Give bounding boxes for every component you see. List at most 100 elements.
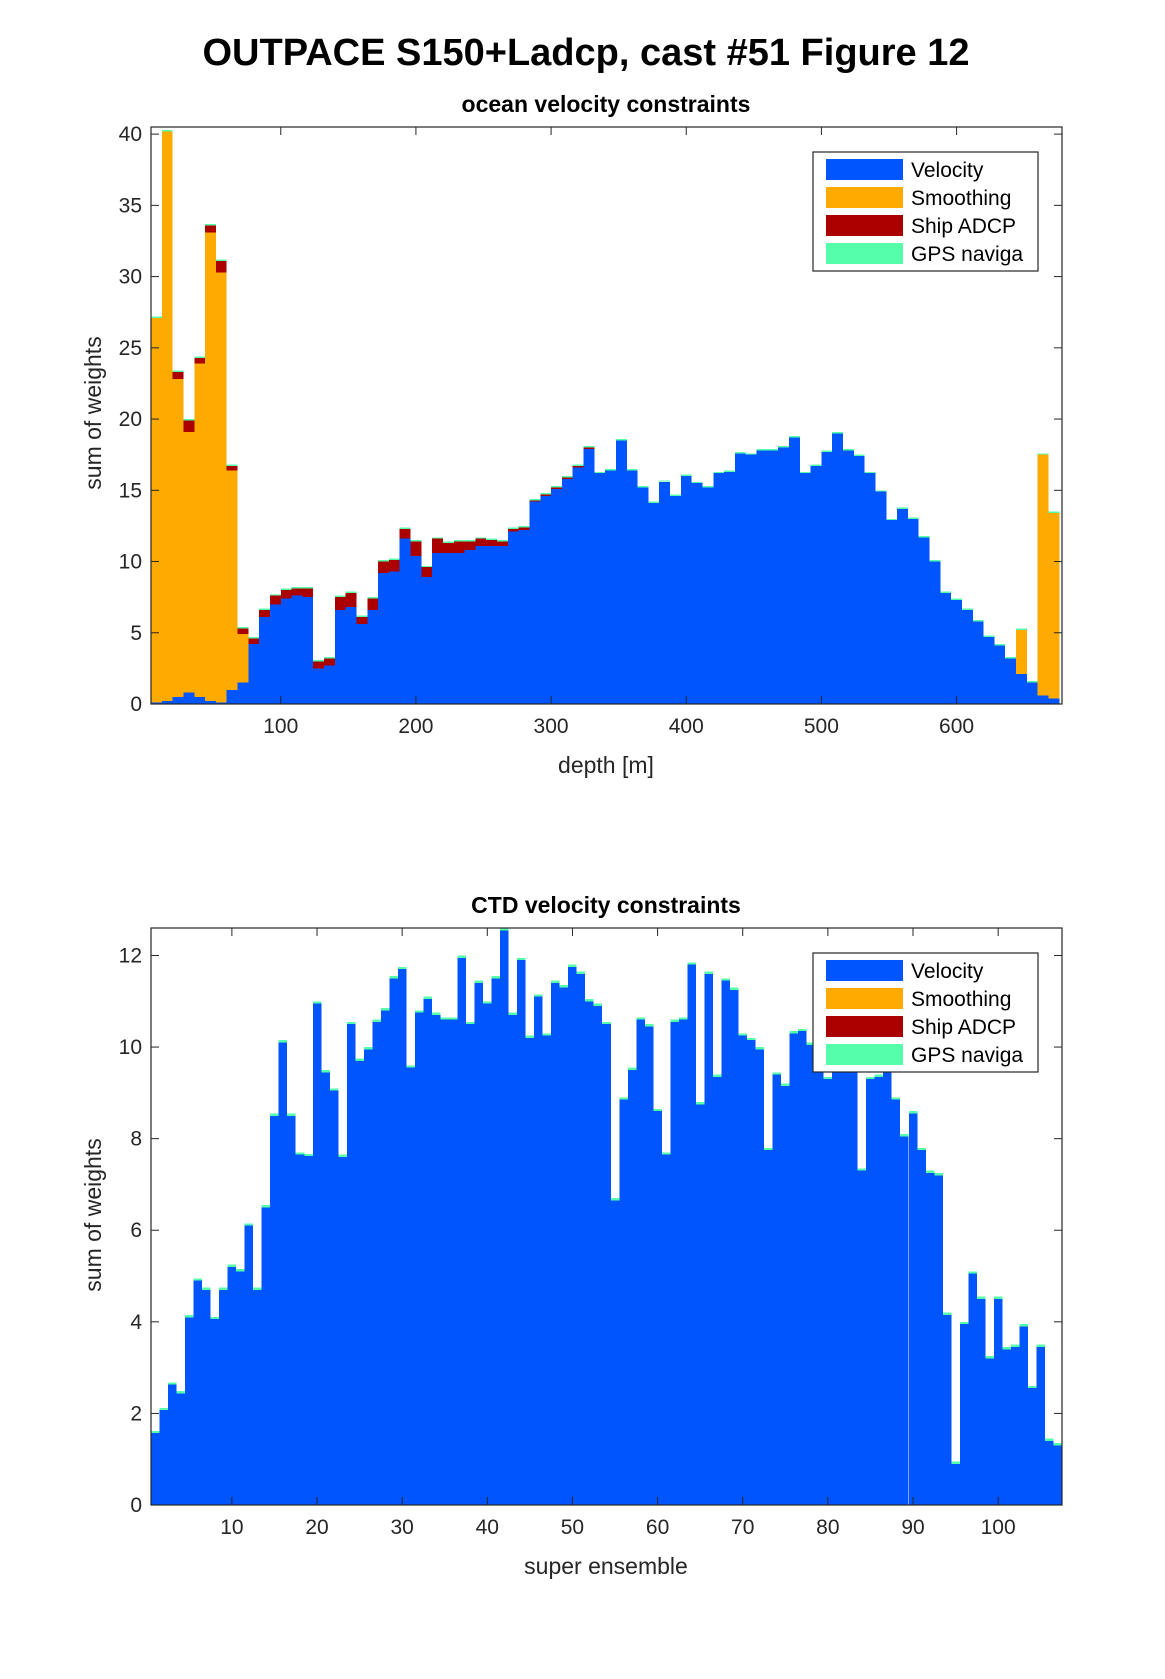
- bar-velocity: [442, 552, 454, 704]
- bar-velocity: [210, 1319, 220, 1505]
- bar-velocity: [843, 450, 854, 704]
- bar-gps-naviga: [406, 1065, 415, 1068]
- x-tick-label: 10: [220, 1516, 243, 1539]
- bar-velocity: [302, 597, 314, 704]
- bar-gps-naviga: [929, 560, 941, 562]
- legend-swatch-smoothing: [826, 187, 903, 208]
- bar-gps-naviga: [248, 637, 260, 639]
- bar-gps-naviga: [321, 1069, 330, 1073]
- bar-velocity: [491, 978, 501, 1505]
- y-tick-label: 20: [119, 408, 142, 431]
- bar-gps-naviga: [940, 591, 952, 593]
- bar-velocity: [619, 1099, 628, 1505]
- bar-velocity: [518, 530, 530, 704]
- bar-gps-naviga: [583, 446, 595, 448]
- y-axis-label: sum of weights: [80, 1138, 106, 1291]
- bar-velocity: [815, 987, 824, 1505]
- bar-velocity: [185, 1317, 194, 1505]
- bar-gps-naviga: [259, 608, 270, 610]
- bar-gps-naviga: [572, 464, 584, 467]
- bar-velocity: [576, 973, 586, 1505]
- bar-velocity: [151, 702, 162, 704]
- bar-gps-naviga: [194, 356, 206, 358]
- bar-gps-naviga: [576, 971, 586, 974]
- bar-gps-naviga: [483, 1001, 492, 1004]
- bar-velocity: [414, 1012, 424, 1505]
- bar-gps-naviga: [891, 1097, 901, 1100]
- bar-gps-naviga: [287, 1113, 296, 1116]
- bar-velocity: [517, 960, 526, 1505]
- bar-velocity: [942, 1314, 952, 1505]
- bar-ship-adcp: [194, 357, 206, 364]
- bar-gps-naviga: [491, 976, 501, 979]
- bar-velocity: [874, 1076, 884, 1505]
- bar-gps-naviga: [372, 1019, 381, 1022]
- bar-gps-naviga: [864, 471, 876, 474]
- bar-gps-naviga: [695, 1102, 705, 1105]
- bar-gps-naviga: [907, 517, 919, 519]
- bar-gps-naviga: [745, 453, 757, 455]
- legend-label-ship-adcp: Ship ADCP: [911, 1016, 1016, 1039]
- bar-velocity: [798, 1031, 807, 1505]
- bar-velocity: [194, 696, 206, 704]
- ticks-layer: 100 200 300 400 500 600 0 5 10 15 20 25 30 35 40: [119, 123, 1062, 738]
- bar-velocity: [406, 1067, 415, 1505]
- bar-gps-naviga: [853, 454, 865, 457]
- bar-gps-naviga: [334, 595, 346, 598]
- bar-velocity: [883, 1069, 892, 1505]
- bar-velocity: [338, 1156, 347, 1505]
- bar-ship-adcp: [551, 487, 562, 489]
- bar-velocity: [561, 478, 573, 704]
- bar-velocity: [738, 1035, 747, 1505]
- bar-gps-naviga: [823, 1076, 833, 1080]
- bar-ship-adcp: [507, 528, 519, 532]
- bar-velocity: [215, 702, 227, 704]
- bar-velocity: [680, 476, 692, 704]
- bar-gps-naviga: [205, 223, 216, 226]
- bar-gps-naviga: [594, 471, 606, 474]
- bar-ship-adcp: [345, 592, 357, 608]
- bar-gps-naviga: [1027, 1385, 1037, 1389]
- x-tick-label: 40: [476, 1516, 499, 1539]
- bar-velocity: [832, 433, 844, 704]
- y-tick-label: 4: [130, 1311, 142, 1334]
- bar-ship-adcp: [269, 595, 281, 605]
- bar-gps-naviga: [789, 1031, 799, 1034]
- bar-velocity: [746, 1040, 756, 1505]
- bar-velocity: [168, 1384, 177, 1505]
- bar-gps-naviga: [474, 980, 484, 983]
- x-tick-label: 500: [804, 715, 839, 738]
- bar-gps-naviga: [261, 1205, 271, 1208]
- bar-velocity: [295, 1154, 305, 1505]
- bar-velocity: [583, 448, 595, 704]
- bar-velocity: [959, 1324, 969, 1505]
- bar-velocity: [483, 1003, 492, 1505]
- bar-velocity: [466, 1024, 475, 1505]
- bar-smoothing: [237, 634, 249, 683]
- bar-velocity: [161, 701, 173, 704]
- bar-gps-naviga: [729, 987, 739, 990]
- x-tick-label: 100: [263, 715, 298, 738]
- bar-gps-naviga: [1005, 656, 1017, 659]
- chart-title: ocean velocity constraints: [462, 91, 751, 117]
- bar-gps-naviga: [602, 1021, 611, 1025]
- y-axis-label: sum of weights: [80, 336, 106, 489]
- axes-box: [150, 126, 1063, 705]
- bar-gps-naviga: [687, 962, 696, 965]
- bar-gps-naviga: [648, 501, 660, 504]
- bar-velocity: [1053, 1445, 1062, 1505]
- bar-velocity: [821, 451, 833, 704]
- bar-velocity: [525, 1037, 535, 1505]
- bar-velocity: [729, 989, 739, 1505]
- ocean-velocity-constraints-chart: ocean velocity constraints depth [m] sum…: [80, 91, 1063, 778]
- bar-velocity: [993, 1298, 1003, 1505]
- x-axis-label: depth [m]: [558, 752, 654, 778]
- bar-ship-adcp: [215, 260, 227, 273]
- bar-gps-naviga: [151, 1430, 160, 1434]
- bar-velocity: [712, 1076, 722, 1505]
- bar-velocity: [423, 998, 432, 1505]
- bar-velocity: [918, 537, 930, 704]
- bar-velocity: [724, 471, 735, 704]
- bar-gps-naviga: [388, 558, 400, 561]
- bar-gps-naviga: [917, 1147, 926, 1151]
